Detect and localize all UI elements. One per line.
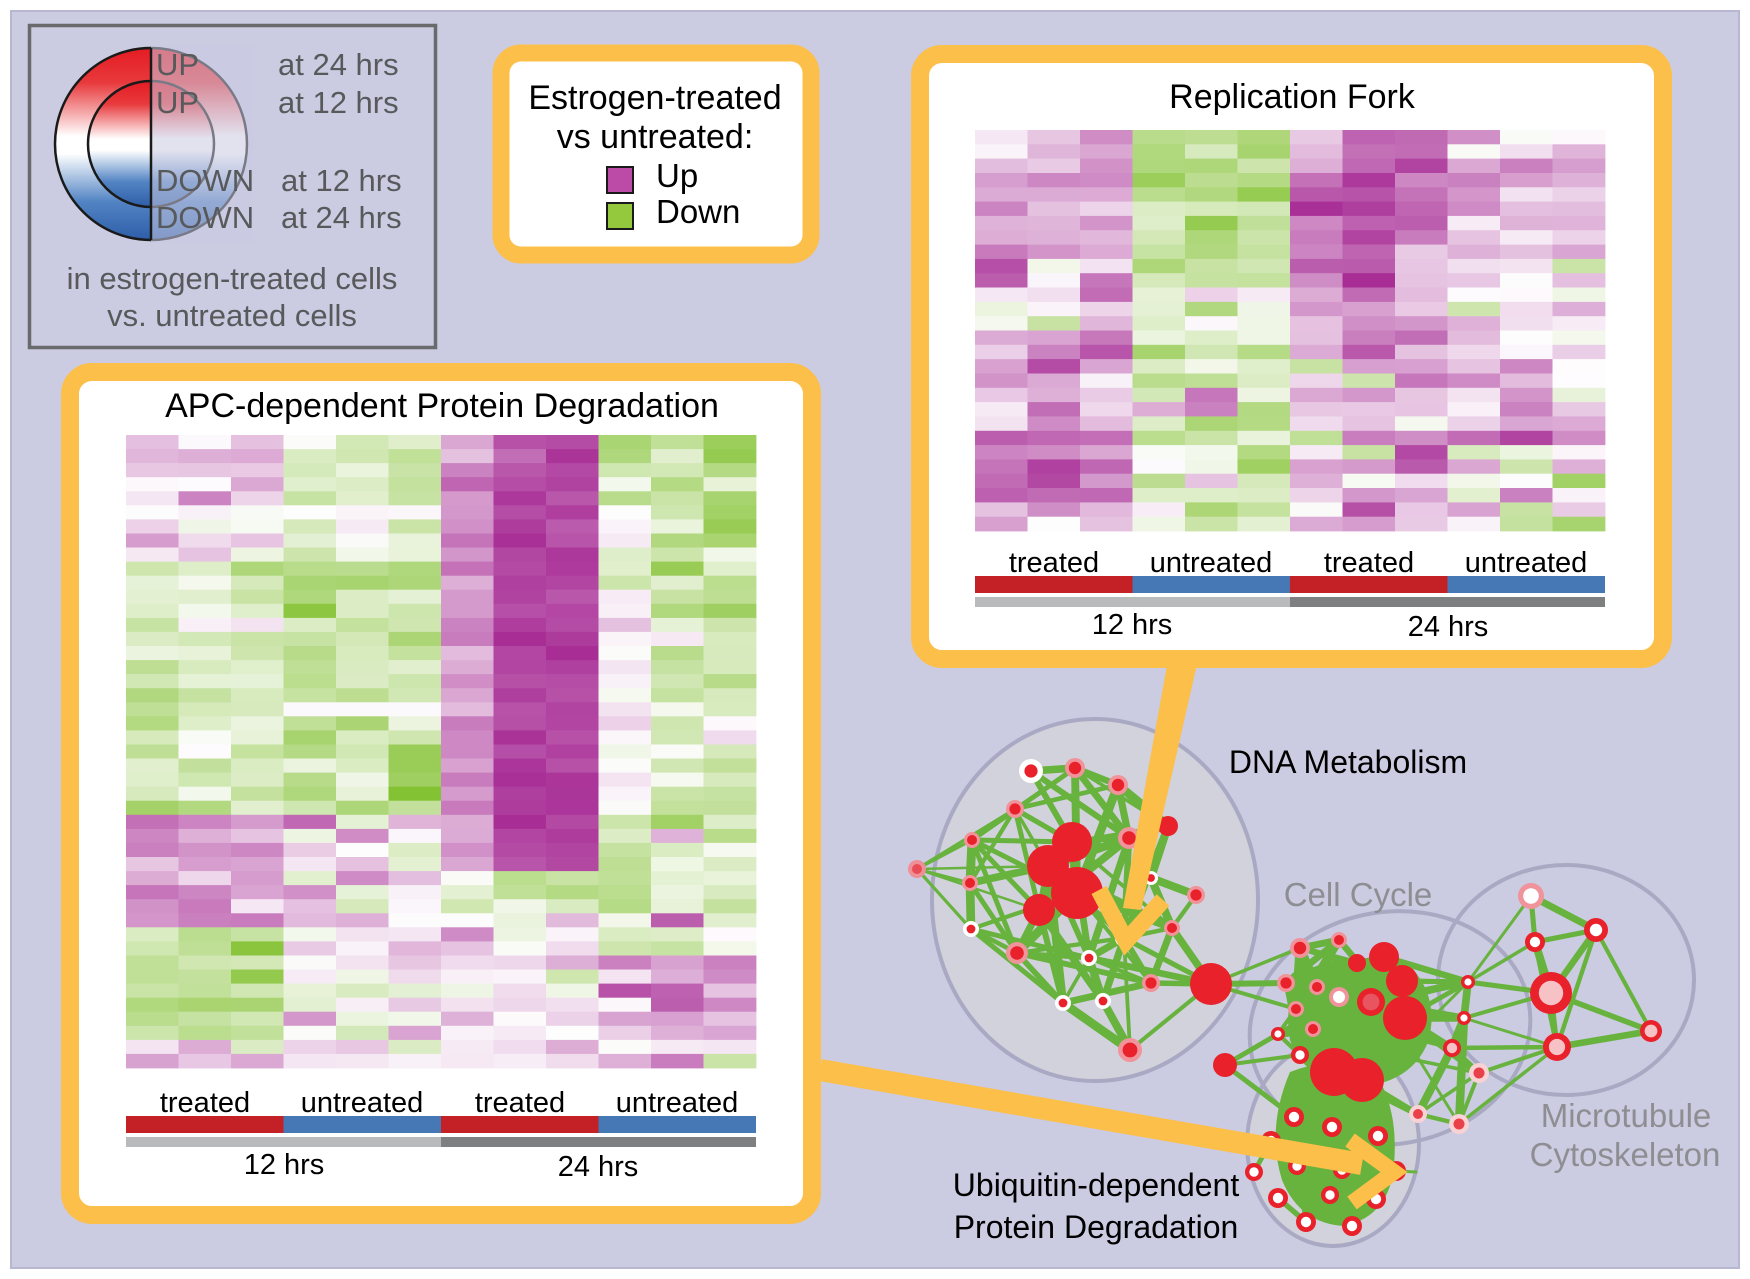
svg-text:UP: UP bbox=[156, 47, 199, 82]
svg-text:24 hrs: 24 hrs bbox=[558, 1151, 639, 1183]
svg-text:at 24 hrs: at 24 hrs bbox=[281, 200, 402, 235]
svg-text:Cell Cycle: Cell Cycle bbox=[1284, 876, 1433, 913]
svg-text:at 24 hrs: at 24 hrs bbox=[278, 47, 399, 82]
svg-text:Ubiquitin-dependent: Ubiquitin-dependent bbox=[953, 1167, 1240, 1203]
svg-text:UP: UP bbox=[156, 85, 199, 120]
svg-text:DOWN: DOWN bbox=[156, 163, 254, 198]
svg-text:Estrogen-treated: Estrogen-treated bbox=[528, 79, 781, 117]
svg-text:Down: Down bbox=[656, 193, 740, 230]
svg-text:untreated: untreated bbox=[1465, 547, 1588, 579]
svg-text:at 12 hrs: at 12 hrs bbox=[278, 85, 399, 120]
svg-text:untreated: untreated bbox=[301, 1087, 424, 1119]
svg-text:treated: treated bbox=[475, 1087, 565, 1119]
svg-text:APC-dependent Protein Degradat: APC-dependent Protein Degradation bbox=[165, 387, 719, 425]
svg-text:vs. untreated cells: vs. untreated cells bbox=[107, 298, 357, 333]
svg-text:12 hrs: 12 hrs bbox=[244, 1149, 325, 1181]
svg-text:Cytoskeleton: Cytoskeleton bbox=[1530, 1136, 1721, 1173]
svg-text:Microtubule: Microtubule bbox=[1541, 1097, 1712, 1134]
svg-text:12 hrs: 12 hrs bbox=[1092, 609, 1173, 641]
svg-text:Up: Up bbox=[656, 157, 698, 194]
svg-text:Replication Fork: Replication Fork bbox=[1169, 78, 1416, 116]
svg-text:24 hrs: 24 hrs bbox=[1408, 611, 1489, 643]
svg-text:Protein Degradation: Protein Degradation bbox=[954, 1209, 1239, 1245]
svg-text:DOWN: DOWN bbox=[156, 200, 254, 235]
svg-text:untreated: untreated bbox=[1150, 547, 1273, 579]
svg-text:treated: treated bbox=[1009, 547, 1099, 579]
svg-text:vs untreated:: vs untreated: bbox=[557, 118, 754, 156]
svg-text:DNA Metabolism: DNA Metabolism bbox=[1229, 744, 1467, 780]
svg-text:in estrogen-treated cells: in estrogen-treated cells bbox=[67, 261, 398, 296]
svg-text:treated: treated bbox=[1324, 547, 1414, 579]
svg-text:untreated: untreated bbox=[616, 1087, 739, 1119]
svg-text:treated: treated bbox=[160, 1087, 250, 1119]
svg-text:at 12 hrs: at 12 hrs bbox=[281, 163, 402, 198]
